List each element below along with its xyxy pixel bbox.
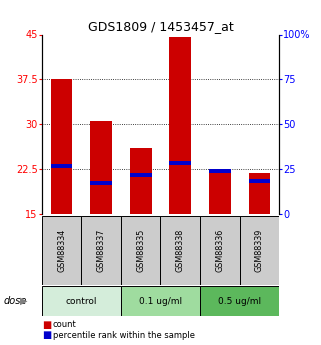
Bar	[169, 38, 191, 214]
Bar	[200, 216, 240, 285]
Bar	[240, 216, 279, 285]
Bar	[160, 216, 200, 285]
Bar	[121, 286, 200, 316]
Bar	[200, 286, 279, 316]
Text: dose: dose	[3, 296, 27, 306]
Bar	[90, 181, 112, 185]
Bar	[51, 79, 73, 214]
Text: ▶: ▶	[20, 296, 28, 306]
Bar	[51, 164, 73, 168]
Bar	[42, 216, 81, 285]
Bar	[209, 169, 231, 214]
Text: control: control	[65, 296, 97, 306]
Text: GSM88334: GSM88334	[57, 228, 66, 272]
Bar	[209, 169, 231, 173]
Text: GSM88335: GSM88335	[136, 228, 145, 272]
Text: percentile rank within the sample: percentile rank within the sample	[53, 331, 195, 340]
Bar	[42, 286, 121, 316]
Text: GSM88336: GSM88336	[215, 228, 224, 272]
Bar	[130, 173, 152, 177]
Bar	[248, 173, 270, 214]
Title: GDS1809 / 1453457_at: GDS1809 / 1453457_at	[88, 20, 233, 33]
Bar	[130, 148, 152, 214]
Bar	[121, 216, 160, 285]
Text: 0.1 ug/ml: 0.1 ug/ml	[139, 296, 182, 306]
Text: GSM88339: GSM88339	[255, 228, 264, 272]
Bar	[248, 179, 270, 183]
Text: count: count	[53, 321, 77, 329]
Text: ■: ■	[42, 320, 51, 330]
Text: GSM88337: GSM88337	[97, 228, 106, 272]
Text: 0.5 ug/ml: 0.5 ug/ml	[218, 296, 261, 306]
Bar	[81, 216, 121, 285]
Bar	[169, 161, 191, 165]
Bar	[90, 121, 112, 214]
Text: ■: ■	[42, 331, 51, 340]
Text: GSM88338: GSM88338	[176, 228, 185, 272]
